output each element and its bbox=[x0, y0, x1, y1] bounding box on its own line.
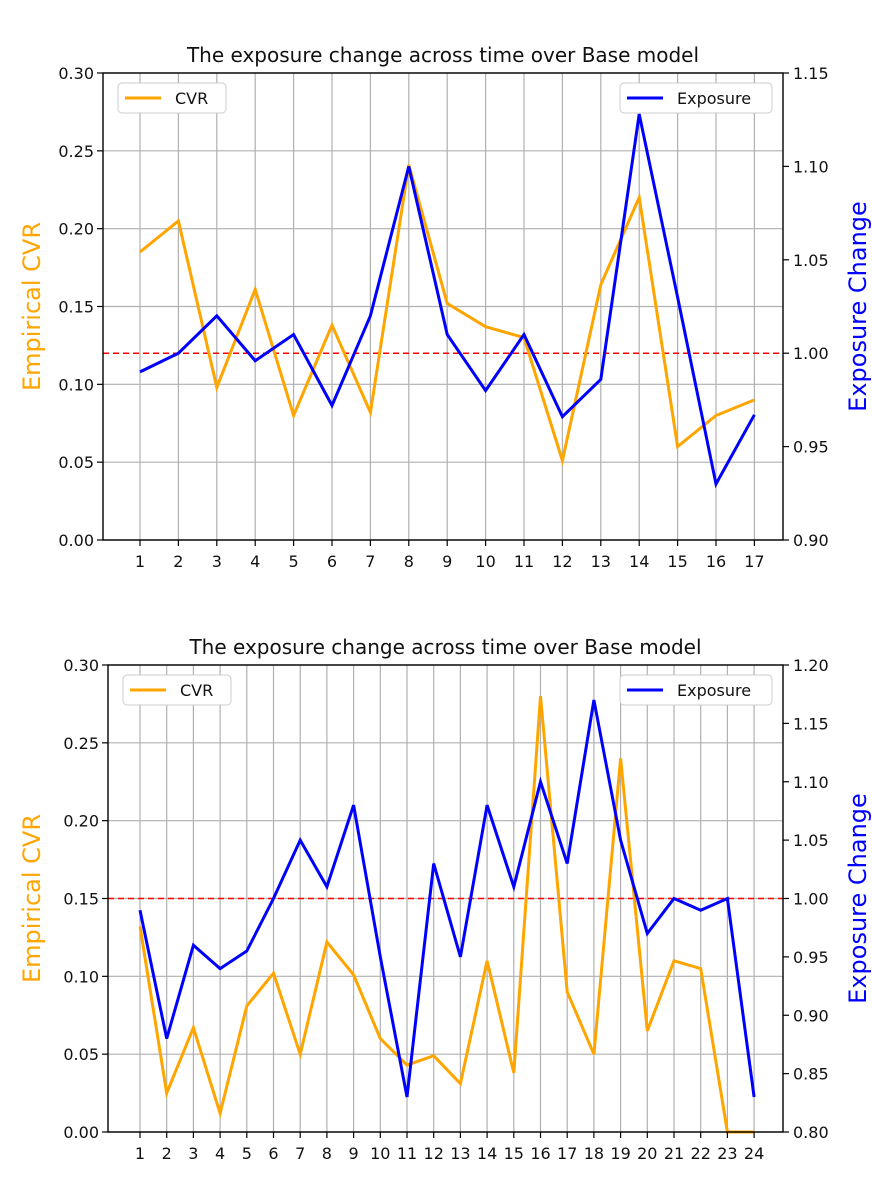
x-tick-label: 13 bbox=[450, 1144, 470, 1163]
x-tick-label: 16 bbox=[530, 1144, 550, 1163]
x-tick-label: 3 bbox=[212, 552, 222, 571]
x-tick-label: 8 bbox=[404, 552, 414, 571]
x-tick-label: 14 bbox=[477, 1144, 497, 1163]
x-tick-label: 6 bbox=[268, 1144, 278, 1163]
y-left-tick-label: 0.25 bbox=[58, 142, 94, 161]
x-tick-label: 22 bbox=[691, 1144, 711, 1163]
x-tick-label: 23 bbox=[717, 1144, 737, 1163]
x-tick-label: 18 bbox=[584, 1144, 604, 1163]
x-tick-label: 8 bbox=[322, 1144, 332, 1163]
x-tick-label: 9 bbox=[442, 552, 452, 571]
y-left-tick-label: 0.20 bbox=[63, 812, 99, 831]
legend-label-exposure: Exposure bbox=[677, 89, 751, 108]
y-right-tick-label: 0.95 bbox=[793, 948, 829, 967]
y-axis-label-right: Exposure Change bbox=[844, 793, 872, 1004]
x-tick-label: 12 bbox=[552, 552, 572, 571]
x-tick-label: 11 bbox=[514, 552, 534, 571]
y-axis-label-right: Exposure Change bbox=[844, 201, 872, 412]
x-tick-label: 10 bbox=[475, 552, 495, 571]
series-line-exposure bbox=[139, 113, 756, 489]
x-tick-label: 10 bbox=[370, 1144, 390, 1163]
y-axis-label-left: Empirical CVR bbox=[18, 222, 46, 391]
y-right-tick-label: 1.15 bbox=[793, 714, 829, 733]
x-tick-label: 7 bbox=[365, 552, 375, 571]
x-tick-label: 7 bbox=[295, 1144, 305, 1163]
y-left-tick-label: 0.15 bbox=[63, 890, 99, 909]
x-tick-label: 5 bbox=[289, 552, 299, 571]
legend-box-cvr bbox=[117, 82, 227, 114]
y-left-tick-label: 0.30 bbox=[63, 656, 99, 675]
x-tick-label: 13 bbox=[591, 552, 611, 571]
y-right-tick-label: 0.85 bbox=[793, 1065, 829, 1084]
y-right-tick-label: 1.05 bbox=[793, 251, 829, 270]
series-line-cvr bbox=[138, 695, 755, 1134]
y-right-tick-label: 1.20 bbox=[793, 656, 829, 675]
y-axis-label-left: Empirical CVR bbox=[18, 814, 46, 983]
y-right-tick-label: 0.80 bbox=[793, 1123, 829, 1142]
y-right-tick-label: 1.10 bbox=[793, 773, 829, 792]
x-tick-label: 2 bbox=[162, 1144, 172, 1163]
series-line-cvr bbox=[139, 164, 755, 467]
x-tick-label: 6 bbox=[327, 552, 337, 571]
y-left-tick-label: 0.30 bbox=[58, 64, 94, 83]
legend-label-exposure: Exposure bbox=[677, 681, 751, 700]
y-right-tick-label: 1.00 bbox=[793, 890, 829, 909]
y-left-tick-label: 0.00 bbox=[58, 531, 94, 550]
x-tick-label: 14 bbox=[629, 552, 649, 571]
x-tick-label: 19 bbox=[610, 1144, 630, 1163]
x-tick-label: 15 bbox=[667, 552, 687, 571]
legend-box-cvr bbox=[122, 674, 232, 706]
y-left-tick-label: 0.10 bbox=[63, 967, 99, 986]
x-tick-label: 1 bbox=[135, 552, 145, 571]
y-left-tick-label: 0.15 bbox=[58, 298, 94, 317]
y-right-tick-label: 0.90 bbox=[793, 1006, 829, 1025]
series-line-exposure bbox=[138, 699, 756, 1098]
x-tick-label: 17 bbox=[744, 552, 764, 571]
y-left-tick-label: 0.05 bbox=[63, 1045, 99, 1064]
y-left-tick-label: 0.25 bbox=[63, 734, 99, 753]
chart-title: The exposure change across time over Bas… bbox=[186, 43, 699, 67]
x-tick-label: 24 bbox=[744, 1144, 764, 1163]
x-tick-label: 11 bbox=[397, 1144, 417, 1163]
x-tick-label: 12 bbox=[424, 1144, 444, 1163]
y-right-tick-label: 0.95 bbox=[793, 438, 829, 457]
x-tick-label: 4 bbox=[250, 552, 260, 571]
y-right-tick-label: 1.15 bbox=[793, 64, 829, 83]
legend-label-cvr: CVR bbox=[180, 681, 213, 700]
x-tick-label: 5 bbox=[242, 1144, 252, 1163]
chart-panel-top: 0.00 0.05 0.10 0.15 0.20 0.25 0.30 0.90 0.95 1.00… bbox=[18, 43, 872, 571]
x-tick-label: 15 bbox=[504, 1144, 524, 1163]
x-tick-label: 17 bbox=[557, 1144, 577, 1163]
legend-label-cvr: CVR bbox=[175, 89, 208, 108]
y-right-tick-label: 1.10 bbox=[793, 157, 829, 176]
x-tick-label: 21 bbox=[664, 1144, 684, 1163]
x-tick-label: 3 bbox=[188, 1144, 198, 1163]
x-tick-label: 2 bbox=[173, 552, 183, 571]
y-left-tick-label: 0.00 bbox=[63, 1123, 99, 1142]
legend-box-exposure bbox=[619, 82, 773, 114]
chart-panel-bottom: 0.00 0.05 0.10 0.15 0.20 0.25 0.30 0.80 0.85 0.90… bbox=[18, 635, 872, 1163]
x-tick-label: 9 bbox=[349, 1144, 359, 1163]
y-right-tick-label: 1.05 bbox=[793, 831, 829, 850]
y-left-tick-label: 0.10 bbox=[58, 375, 94, 394]
y-right-tick-label: 1.00 bbox=[793, 344, 829, 363]
legend-box-exposure bbox=[619, 674, 773, 706]
x-tick-label: 1 bbox=[135, 1144, 145, 1163]
y-left-tick-label: 0.20 bbox=[58, 220, 94, 239]
chart-title: The exposure change across time over Bas… bbox=[188, 635, 701, 659]
y-left-tick-label: 0.05 bbox=[58, 453, 94, 472]
x-tick-label: 20 bbox=[637, 1144, 657, 1163]
x-tick-label: 16 bbox=[706, 552, 726, 571]
x-tick-label: 4 bbox=[215, 1144, 225, 1163]
y-right-tick-label: 0.90 bbox=[793, 531, 829, 550]
